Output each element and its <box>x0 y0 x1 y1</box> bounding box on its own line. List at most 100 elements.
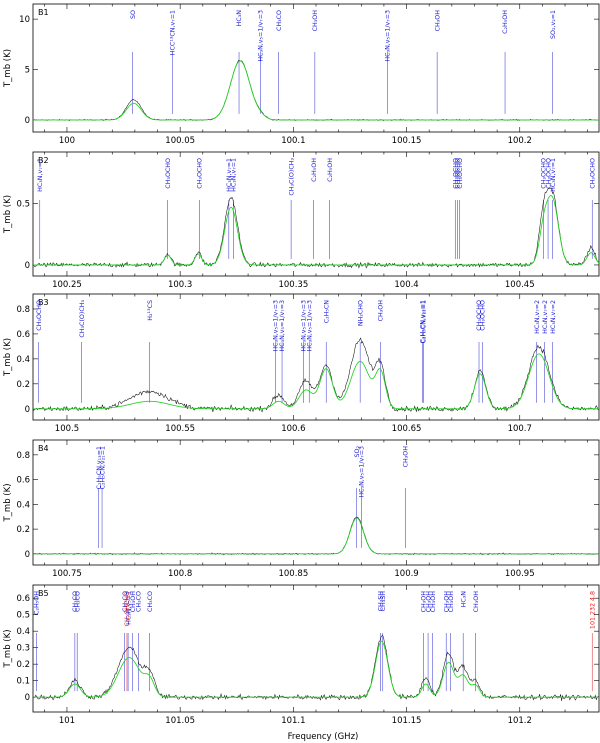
x-tick-label: 101 <box>59 716 75 726</box>
line-label: CH₃CO <box>72 591 79 612</box>
panel-id: B3 <box>38 298 49 307</box>
observed-spectrum <box>32 516 600 556</box>
x-tick-label: 100.65 <box>392 424 422 434</box>
y-tick-label: 0.6 <box>16 476 30 486</box>
line-label: CH₃SH <box>380 591 387 612</box>
line-label: C₂H₅CN,v₂₁=1 <box>421 300 428 343</box>
x-tick-label: 100.95 <box>505 569 535 579</box>
line-label: SO <box>130 10 137 19</box>
observed-spectrum <box>32 634 600 701</box>
x-tick-label: 100.55 <box>165 424 195 434</box>
x-tick-label: 101.05 <box>165 716 195 726</box>
panel-id: B1 <box>38 8 49 17</box>
line-label: CH₃CO <box>74 591 81 612</box>
x-axis-label: Frequency (GHz) <box>288 732 359 742</box>
y-tick-label: 0.8 <box>16 451 30 461</box>
line-label: CH₃OH <box>130 591 137 613</box>
line-label: SO₂,v₂=1 <box>550 10 557 39</box>
y-tick-label: 10 <box>19 15 30 25</box>
spectrum-panel-b3: B3 T_mb (K) 100.5 100.55 100.6 100.65 100.7 0 0.… <box>3 293 600 434</box>
line-label: HC₃N,v₇=1 <box>226 158 233 192</box>
y-axis-label: T_mb (K) <box>3 629 13 668</box>
line-label: CH₃CO <box>147 591 154 612</box>
x-tick-label: 100.6 <box>281 424 305 434</box>
x-tick-label: 100.45 <box>505 280 535 290</box>
line-label: SO₂ <box>354 446 361 458</box>
line-label: CH₃OH <box>443 591 450 613</box>
observed-spectrum <box>32 187 600 269</box>
line-label: CH₃OCHO <box>589 158 596 189</box>
line-label: CH₃OH <box>403 446 410 468</box>
y-tick-label: 0.6 <box>16 330 30 340</box>
x-tick-label: 100.35 <box>278 280 308 290</box>
line-label: HC₃N,v₅=1 <box>125 591 132 625</box>
line-label: CH₃OH <box>425 591 432 613</box>
spectrum-panel-b5: B5 T_mb (K) 101 101.05 101.1 101.15 101.2 0 0.1 0… <box>3 584 600 726</box>
line-label: C₂H₅CN,v₁₃=1 <box>420 300 427 343</box>
line-label: HC₃N,v₇=2 <box>542 300 549 334</box>
line-label: CH₃OH <box>378 300 385 322</box>
line-label: CH₃OCHO <box>480 300 487 331</box>
x-tick-label: 100.2 <box>508 136 532 146</box>
line-label: C₂H₅OH <box>311 158 318 182</box>
line-label: HC₃N,v₅=1/v₇=3 <box>306 300 313 352</box>
line-label: HC₃N,v₇=1 <box>231 158 238 192</box>
line-label: C₂H₅OH <box>327 158 334 182</box>
y-tick-label: 0.8 <box>16 305 30 315</box>
line-label: CH₃OCHO <box>457 158 464 189</box>
spectrum-panel-b2: B2 T_mb (K) 100.25 100.3 100.35 100.4 100.45 0 0… <box>3 151 600 290</box>
line-label: HC₃N,v₅=1/v₇=3 <box>258 10 265 62</box>
line-label: HC₃N,v₅=1/v₇=3 <box>385 10 392 62</box>
panel-id: B5 <box>38 589 49 598</box>
spectrum-panel-b4: B4 T_mb (K) 100.75 100.8 100.85 100.9 100.95 0 0… <box>3 439 600 579</box>
model-spectrum <box>33 195 600 266</box>
line-label: CH₃OH <box>473 591 480 613</box>
spectrum-panel-b1: B1 T_mb (K) 100 100.05 100.1 100.15 100.2 0 5 10 S… <box>3 3 600 146</box>
line-label: HC₃N,v₅=1/v₇=3 <box>301 300 308 352</box>
x-tick-label: 100 <box>59 136 75 146</box>
line-label: CH₃OH <box>434 10 441 32</box>
observed-spectrum <box>32 60 600 122</box>
line-label: C₂H₅CN <box>323 300 330 324</box>
y-tick-label: 0.5 <box>16 611 30 621</box>
line-label: CH₃OCHO <box>165 158 172 189</box>
plot-frame <box>32 439 600 566</box>
line-label: HC₃N,v₅=1/v₇=3 <box>358 446 365 498</box>
y-tick-label: 0 <box>25 550 30 560</box>
y-tick-label: 0.2 <box>16 380 30 390</box>
line-label: CH₃OCHO <box>541 158 548 189</box>
y-tick-label: 0.2 <box>16 525 30 535</box>
y-tick-label: 0.4 <box>16 627 30 637</box>
model-spectrum <box>33 517 599 555</box>
line-label: CH₃OH <box>312 10 319 32</box>
panel-id: B2 <box>38 156 49 165</box>
y-axis-label: T_mb (K) <box>3 338 13 377</box>
line-label: CH₃C(O)CH₃ <box>288 158 295 196</box>
line-label: CH₂OHCHO <box>124 591 131 626</box>
y-axis-label: T_mb (K) <box>3 483 13 522</box>
line-label: HCC¹³CN,v₇=1 <box>169 10 176 55</box>
x-tick-label: 100.05 <box>165 136 195 146</box>
x-tick-label: 100.15 <box>392 136 422 146</box>
line-label: CH₃C(O)CH₃ <box>79 300 86 338</box>
line-label: CH₃CO <box>135 591 142 612</box>
x-tick-label: 100.1 <box>281 136 305 146</box>
x-tick-label: 100.5 <box>55 424 79 434</box>
x-tick-label: 100.3 <box>168 280 192 290</box>
y-tick-label: 0.1 <box>16 677 30 687</box>
line-label: 101.232 4.8 <box>589 591 596 629</box>
line-label: HC₃N,v₇=1 <box>550 158 557 192</box>
line-label: CH₃CO <box>122 591 129 612</box>
line-label: HC₃N,v₅=1/v₇=3 <box>279 300 286 352</box>
y-tick-label: 0 <box>25 693 30 703</box>
y-tick-label: 0.4 <box>16 500 30 510</box>
x-tick-label: 100.85 <box>278 569 308 579</box>
line-label: CH₃OH <box>430 591 437 613</box>
y-tick-label: 0.2 <box>16 660 30 670</box>
x-tick-label: 100.75 <box>52 569 82 579</box>
model-spectrum <box>33 353 599 410</box>
line-label: HC₃N <box>236 10 243 27</box>
line-label: CH₃OCHO <box>545 158 552 189</box>
line-label: C₂H₅CN,v₂₁=1 <box>99 446 106 489</box>
